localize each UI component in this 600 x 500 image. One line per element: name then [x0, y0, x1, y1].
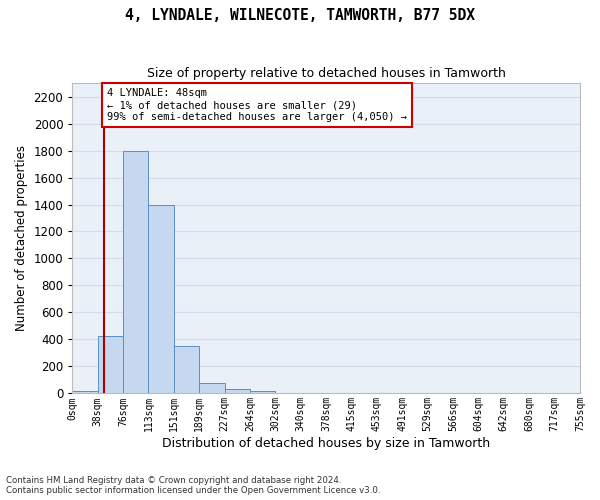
Bar [148, 204, 174, 394]
Bar [199, 382, 224, 394]
Title: Size of property relative to detached houses in Tamworth: Size of property relative to detached ho… [147, 68, 506, 80]
Text: 4, LYNDALE, WILNECOTE, TAMWORTH, B77 5DX: 4, LYNDALE, WILNECOTE, TAMWORTH, B77 5DX [125, 8, 475, 22]
Text: Contains HM Land Registry data © Crown copyright and database right 2024.
Contai: Contains HM Land Registry data © Crown c… [6, 476, 380, 495]
Bar [98, 336, 123, 394]
Bar [174, 346, 199, 394]
X-axis label: Distribution of detached houses by size in Tamworth: Distribution of detached houses by size … [162, 437, 490, 450]
Bar [250, 390, 275, 394]
Y-axis label: Number of detached properties: Number of detached properties [15, 145, 28, 331]
Bar [123, 150, 148, 394]
Bar [73, 390, 98, 394]
Bar [224, 388, 250, 394]
Text: 4 LYNDALE: 48sqm
← 1% of detached houses are smaller (29)
99% of semi-detached h: 4 LYNDALE: 48sqm ← 1% of detached houses… [107, 88, 407, 122]
